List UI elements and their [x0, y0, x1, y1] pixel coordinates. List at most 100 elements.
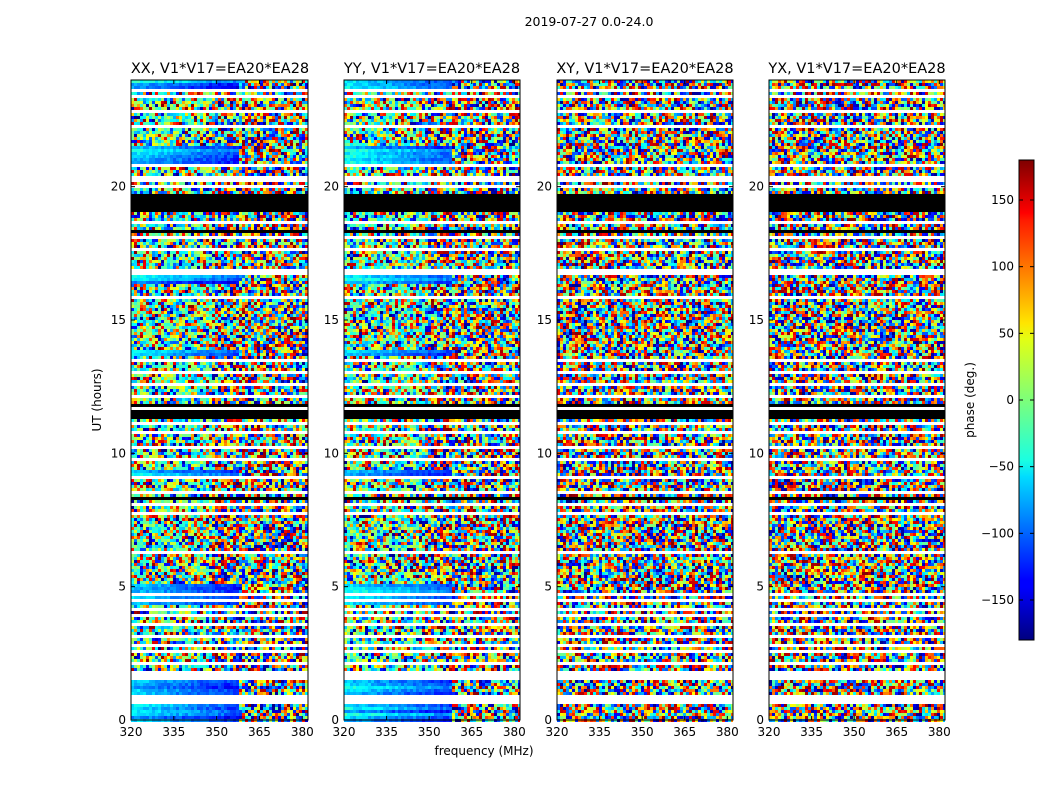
heat-cell — [239, 137, 242, 140]
heat-cell — [287, 134, 290, 137]
heat-cell — [182, 107, 185, 110]
heat-cell — [221, 128, 224, 131]
heat-cell — [269, 122, 272, 125]
heat-cell — [221, 134, 224, 137]
heat-cell — [284, 92, 287, 95]
heat-cell — [299, 104, 302, 107]
panel-xx-title: XX, V1*V17=EA20*EA28 — [131, 61, 309, 77]
heat-cell — [200, 128, 203, 131]
heat-cell — [227, 116, 230, 119]
heat-cell — [188, 128, 191, 131]
heat-cell — [158, 92, 161, 95]
heat-cell — [176, 113, 179, 116]
heat-cell — [254, 131, 257, 134]
heat-cell — [215, 134, 218, 137]
heat-cell — [206, 98, 209, 101]
heat-cell — [206, 137, 209, 140]
heat-cell — [173, 122, 176, 125]
heat-cell — [146, 92, 149, 95]
heat-cell — [143, 98, 146, 101]
heat-cell — [245, 92, 248, 95]
heat-cell — [230, 119, 233, 122]
heat-cell — [206, 104, 209, 107]
heat-cell — [218, 137, 221, 140]
heat-cell — [242, 86, 245, 89]
heat-cell — [191, 107, 194, 110]
heat-cell — [164, 128, 167, 131]
heat-cell — [137, 137, 140, 140]
heat-cell — [224, 104, 227, 107]
heat-cell — [188, 122, 191, 125]
heat-cell — [149, 140, 152, 143]
heat-cell — [239, 134, 242, 137]
heat-cell — [236, 122, 239, 125]
heat-cell — [263, 128, 266, 131]
heat-cell — [260, 122, 263, 125]
heat-cell — [221, 116, 224, 119]
heat-cell — [146, 101, 149, 104]
heat-cell — [233, 134, 236, 137]
heat-cell — [167, 128, 170, 131]
heat-cell — [266, 134, 269, 137]
heat-cell — [224, 116, 227, 119]
heat-cell — [179, 122, 182, 125]
heat-cell — [212, 98, 215, 101]
heat-cell — [239, 98, 242, 101]
heat-cell — [182, 98, 185, 101]
heat-cell — [260, 119, 263, 122]
heat-cell — [257, 119, 260, 122]
heat-cell — [197, 140, 200, 143]
heat-cell — [290, 131, 293, 134]
heat-cell — [161, 140, 164, 143]
heat-cell — [248, 122, 251, 125]
heat-cell — [191, 83, 194, 86]
heat-cell — [296, 92, 299, 95]
heat-cell — [212, 131, 215, 134]
heat-cell — [251, 83, 254, 86]
heat-cell — [290, 86, 293, 89]
heat-cell — [218, 119, 221, 122]
heat-cell — [221, 122, 224, 125]
heat-cell — [158, 101, 161, 104]
heat-cell — [146, 134, 149, 137]
heat-cell — [287, 104, 290, 107]
heat-cell — [296, 107, 299, 110]
heat-cell — [185, 83, 188, 86]
heat-cell — [260, 137, 263, 140]
heat-cell — [197, 83, 200, 86]
heat-cell — [254, 122, 257, 125]
heat-cell — [155, 122, 158, 125]
heat-cell — [179, 101, 182, 104]
heat-cell — [152, 101, 155, 104]
heat-cell — [164, 116, 167, 119]
heat-cell — [221, 98, 224, 101]
heat-cell — [158, 98, 161, 101]
heat-cell — [167, 86, 170, 89]
heat-cell — [179, 86, 182, 89]
heat-cell — [293, 98, 296, 101]
heat-cell — [272, 113, 275, 116]
heat-cell — [254, 137, 257, 140]
heat-cell — [236, 98, 239, 101]
heat-cell — [194, 128, 197, 131]
heat-cell — [263, 83, 266, 86]
heat-cell — [281, 101, 284, 104]
heat-cell — [170, 128, 173, 131]
heat-cell — [245, 122, 248, 125]
heat-cell — [293, 140, 296, 143]
heat-cell — [239, 131, 242, 134]
heat-cell — [299, 101, 302, 104]
heat-cell — [257, 101, 260, 104]
heat-cell — [233, 86, 236, 89]
heat-cell — [263, 134, 266, 137]
heat-cell — [137, 104, 140, 107]
heat-cell — [176, 128, 179, 131]
heat-cell — [251, 137, 254, 140]
heat-cell — [221, 107, 224, 110]
heat-cell — [170, 116, 173, 119]
heat-cell — [200, 122, 203, 125]
heat-cell — [158, 119, 161, 122]
heat-cell — [185, 140, 188, 143]
heat-cell — [152, 140, 155, 143]
heat-cell — [161, 92, 164, 95]
